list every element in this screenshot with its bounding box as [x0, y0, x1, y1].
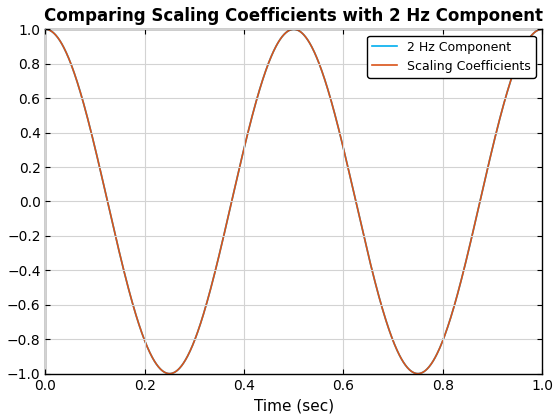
Scaling Coefficients: [42, 27, 49, 32]
2 Hz Component: [430, 358, 437, 363]
Scaling Coefficients: [439, 340, 446, 345]
2 Hz Component: [384, 321, 390, 326]
Line: Scaling Coefficients: Scaling Coefficients: [45, 29, 542, 374]
2 Hz Component: [439, 340, 446, 345]
2 Hz Component: [93, 150, 100, 155]
Scaling Coefficients: [430, 358, 437, 363]
2 Hz Component: [262, 71, 268, 76]
Scaling Coefficients: [93, 150, 100, 155]
2 Hz Component: [42, 27, 49, 32]
Scaling Coefficients: [244, 135, 250, 140]
Scaling Coefficients: [539, 27, 545, 32]
2 Hz Component: [166, 371, 173, 376]
X-axis label: Time (sec): Time (sec): [254, 398, 334, 413]
Scaling Coefficients: [262, 71, 268, 76]
2 Hz Component: [244, 135, 250, 140]
Line: 2 Hz Component: 2 Hz Component: [45, 29, 542, 374]
Scaling Coefficients: [166, 371, 173, 376]
2 Hz Component: [539, 27, 545, 32]
Title: Comparing Scaling Coefficients with 2 Hz Component: Comparing Scaling Coefficients with 2 Hz…: [44, 7, 543, 25]
Legend: 2 Hz Component, Scaling Coefficients: 2 Hz Component, Scaling Coefficients: [367, 36, 536, 78]
Scaling Coefficients: [384, 321, 390, 326]
